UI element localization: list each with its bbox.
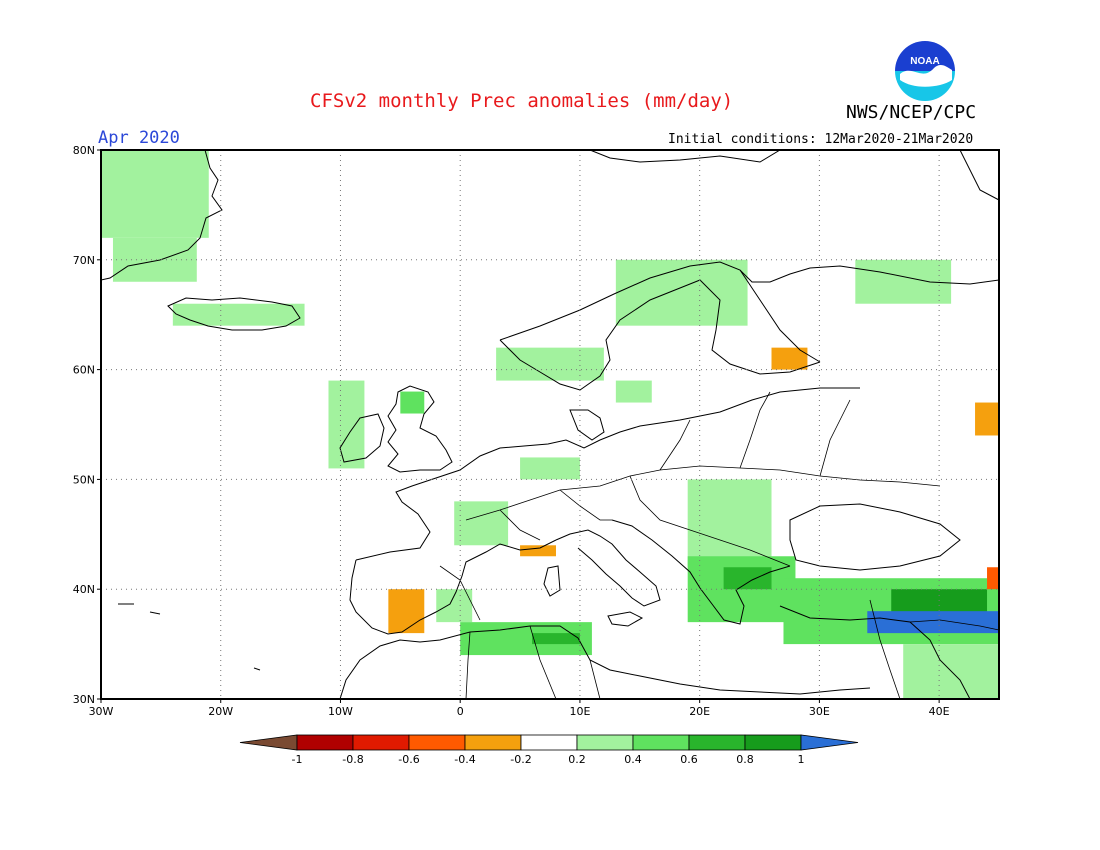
- anomaly-cell-5: [496, 347, 604, 381]
- atlantic-islands: [118, 603, 261, 671]
- colorbar-tick-label: 0.8: [736, 753, 754, 766]
- anomaly-cell-1: [112, 237, 197, 282]
- anomaly-cell-7: [855, 259, 952, 304]
- colorbar-segment: [688, 734, 746, 751]
- lon-label: 40E: [929, 705, 950, 718]
- svalbard-coast: [589, 150, 781, 163]
- anomaly-cell-22: [867, 611, 999, 634]
- colorbar-segment: [464, 734, 522, 751]
- anomaly-cell-3: [328, 380, 365, 469]
- scandinavia-coast: [499, 261, 999, 341]
- latitude-labels: 80N 70N 60N 50N 40N 30N: [73, 144, 101, 706]
- sardinia-coast: [543, 565, 561, 597]
- colorbar: -1 -0.8 -0.6 -0.4 -0.2 0.2 0.4 0.6 0.8 1: [239, 734, 859, 766]
- anomaly-cell-16: [532, 633, 580, 645]
- anomaly-cell-19: [723, 567, 772, 590]
- colorbar-tick-label: 1: [798, 753, 805, 766]
- colorbar-segment: [352, 734, 410, 751]
- country-borders: [439, 391, 999, 699]
- colorbar-segment: [296, 734, 354, 751]
- colorbar-tick-label: -0.6: [398, 753, 419, 766]
- anomaly-layer: [101, 150, 999, 699]
- anomaly-cell-4: [400, 391, 425, 414]
- colorbar-segment: [408, 734, 466, 751]
- colorbar-segment: [520, 734, 578, 751]
- colorbar-segment: [576, 734, 634, 751]
- lat-label: 70N: [73, 254, 95, 267]
- colorbar-tick-label: 0.6: [680, 753, 698, 766]
- anomaly-cell-13: [388, 589, 425, 634]
- longitude-labels: 30W 20W 10W 0 10E 20E 30E 40E: [89, 699, 950, 718]
- anomaly-cell-17: [687, 479, 772, 568]
- colorbar-segment: [744, 734, 802, 751]
- lon-label: 20W: [208, 705, 233, 718]
- noaa-logo: NOAA: [894, 40, 956, 102]
- forecast-month: Apr 2020: [98, 128, 180, 148]
- iberia-coast: [349, 539, 557, 635]
- lon-label: 20E: [689, 705, 710, 718]
- sicily-coast: [607, 611, 644, 627]
- iceland-coast: [167, 297, 301, 331]
- colorbar-tick-label: -0.8: [342, 753, 363, 766]
- lat-label: 40N: [73, 583, 95, 596]
- colorbar-tick-label: -1: [292, 753, 303, 766]
- norway-south-coast: [499, 279, 821, 391]
- colorbar-arrow-low: [239, 734, 298, 751]
- anomaly-cell-12: [520, 545, 556, 557]
- denmark-coast: [569, 409, 605, 441]
- noaa-logo-text: NOAA: [910, 56, 939, 67]
- colorbar-tick-label: -0.4: [454, 753, 475, 766]
- greenland-coast: [101, 150, 223, 281]
- colorbar-segment: [632, 734, 690, 751]
- colorbar-tick-label: -0.2: [510, 753, 531, 766]
- anomaly-cell-24: [975, 402, 999, 436]
- lat-label: 80N: [73, 144, 95, 157]
- black-sea-coast: [789, 503, 961, 571]
- initial-conditions: Initial conditions: 12Mar2020-21Mar2020: [668, 132, 974, 147]
- lon-label: 10W: [328, 705, 353, 718]
- lon-label: 10E: [569, 705, 590, 718]
- coastlines: [101, 150, 999, 699]
- lat-label: 60N: [73, 364, 95, 377]
- anomaly-cell-6: [615, 259, 748, 326]
- anomaly-cell-2: [172, 303, 305, 326]
- map-title: CFSv2 monthly Prec anomalies (mm/day): [310, 90, 734, 112]
- anomaly-cell-8: [771, 347, 808, 370]
- italy-coast: [555, 529, 661, 607]
- continent-coast: [355, 387, 860, 561]
- colorbar-tick-label: 0.4: [624, 753, 642, 766]
- lon-label: 30E: [809, 705, 830, 718]
- lon-label: 0: [457, 705, 464, 718]
- ireland-coast: [339, 413, 385, 463]
- colorbar-tick-label: 0.2: [568, 753, 586, 766]
- novaya-zemlya-coast: [959, 150, 999, 201]
- lat-label: 50N: [73, 473, 95, 486]
- map-frame: [100, 149, 1000, 700]
- anomaly-cell-9: [615, 380, 652, 403]
- anomaly-cell-25: [987, 567, 999, 590]
- finland-border: [739, 269, 821, 363]
- north-africa-coast: [339, 625, 871, 699]
- anomaly-cell-11: [454, 501, 509, 546]
- colorbar-arrow-high: [800, 734, 859, 751]
- lon-label: 30W: [89, 705, 114, 718]
- great-britain-coast: [387, 385, 453, 473]
- lat-label: 30N: [73, 693, 95, 706]
- anomaly-cell-0: [101, 150, 209, 238]
- anomaly-cell-10: [520, 457, 580, 480]
- balkan-coast: [611, 519, 791, 625]
- agency-credit: NWS/NCEP/CPC: [846, 102, 977, 123]
